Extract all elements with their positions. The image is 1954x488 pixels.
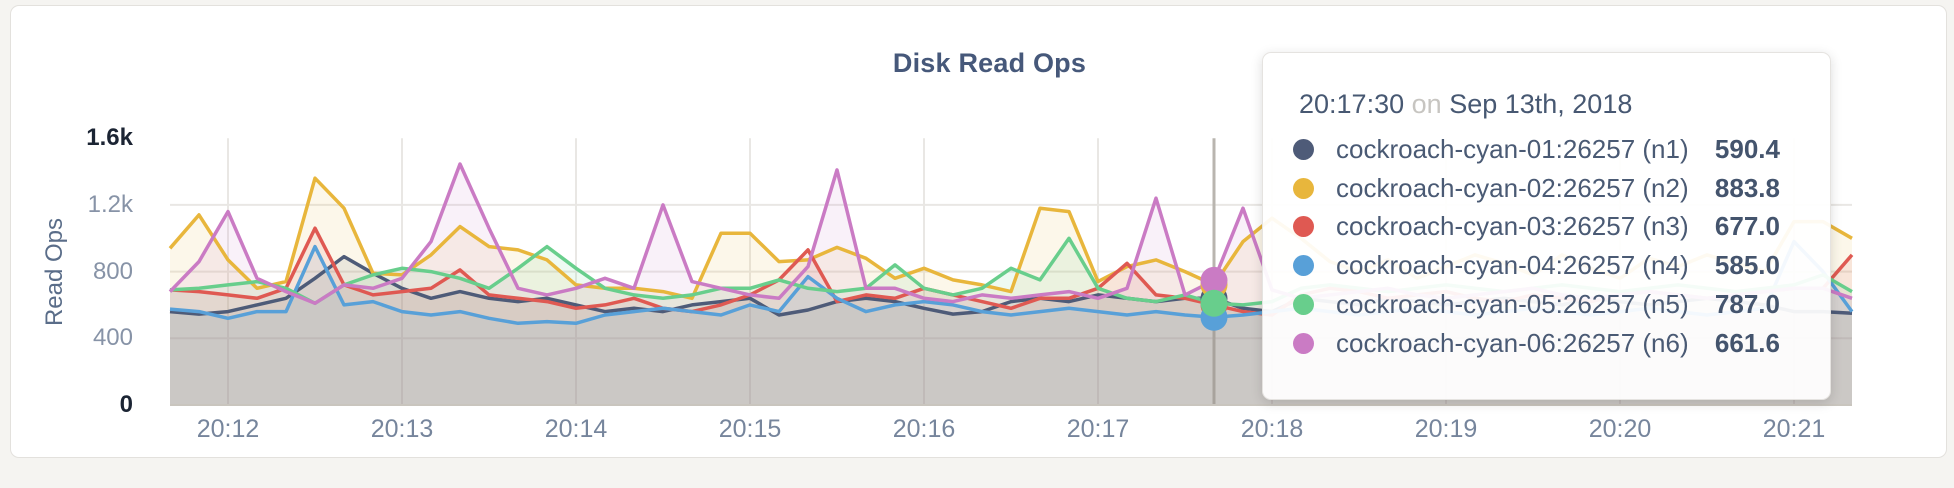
- chart-title: Disk Read Ops: [892, 48, 1087, 78]
- y-tick-label: 400: [92, 324, 133, 352]
- tooltip-conjunction: [1404, 89, 1412, 119]
- tooltip-series-row: cockroach-cyan-06:26257 (n6) 661.6: [1293, 324, 1780, 363]
- y-tick-label: 1.6k: [86, 124, 133, 152]
- tooltip-series-row: cockroach-cyan-04:26257 (n4) 585.0: [1293, 246, 1780, 285]
- series-color-dot: [1293, 216, 1314, 238]
- series-value: 585.0: [1714, 250, 1780, 281]
- x-tick-label: 20:21: [1762, 415, 1826, 443]
- tooltip-time: 20:17:30: [1299, 89, 1405, 119]
- x-tick-label: 20:19: [1414, 415, 1478, 443]
- series-color-dot: [1293, 177, 1314, 199]
- hover-dots: [1200, 266, 1228, 331]
- y-tick-label: 0: [119, 391, 133, 418]
- series-label: cockroach-cyan-03:26257 (n3): [1336, 211, 1689, 242]
- series-value: 590.4: [1714, 133, 1780, 164]
- hover-tooltip: 20:17:30 on Sep 13th, 2018 cockroach-cya…: [1262, 52, 1831, 400]
- series-color-dot: [1293, 294, 1314, 316]
- hover-dot-n5: [1200, 289, 1228, 317]
- series-value: 677.0: [1714, 211, 1780, 242]
- x-tick-label: 20:14: [544, 415, 608, 443]
- x-tick-label: 20:13: [370, 415, 434, 443]
- series-label: cockroach-cyan-01:26257 (n1): [1336, 133, 1689, 164]
- x-tick-label: 20:16: [892, 415, 956, 443]
- tooltip-series-row: cockroach-cyan-01:26257 (n1) 590.4: [1293, 130, 1780, 169]
- tooltip-series-row: cockroach-cyan-02:26257 (n2) 883.8: [1293, 169, 1780, 208]
- series-label: cockroach-cyan-02:26257 (n2): [1336, 172, 1689, 203]
- series-value: 787.0: [1714, 289, 1780, 320]
- tooltip-header: 20:17:30 on Sep 13th, 2018: [1293, 87, 1780, 121]
- series-label: cockroach-cyan-04:26257 (n4): [1336, 250, 1689, 281]
- series-label: cockroach-cyan-06:26257 (n6): [1336, 327, 1689, 358]
- tooltip-series-row: cockroach-cyan-03:26257 (n3) 677.0: [1293, 208, 1780, 247]
- series-value: 661.6: [1714, 327, 1780, 358]
- x-tick-label: 20:12: [196, 415, 260, 443]
- series-color-dot: [1293, 138, 1314, 160]
- tooltip-date: Sep 13th, 2018: [1449, 89, 1633, 119]
- x-tick-label: 20:15: [718, 415, 782, 443]
- series-label: cockroach-cyan-05:26257 (n5): [1336, 289, 1689, 320]
- y-tick-label: 1.2k: [87, 190, 133, 218]
- y-tick-label: 800: [92, 257, 133, 285]
- hover-dot-n6: [1200, 266, 1228, 294]
- tooltip-series-row: cockroach-cyan-05:26257 (n5) 787.0: [1293, 285, 1780, 324]
- series-color-dot: [1293, 332, 1314, 354]
- x-tick-label: 20:20: [1588, 415, 1652, 443]
- tooltip-series-list: cockroach-cyan-01:26257 (n1) 590.4 cockroa…: [1293, 130, 1780, 363]
- series-color-dot: [1293, 255, 1314, 277]
- x-tick-label: 20:17: [1066, 415, 1130, 443]
- series-value: 883.8: [1714, 172, 1780, 203]
- x-tick-label: 20:18: [1240, 415, 1304, 443]
- tooltip-conjunction-word: on: [1411, 89, 1442, 119]
